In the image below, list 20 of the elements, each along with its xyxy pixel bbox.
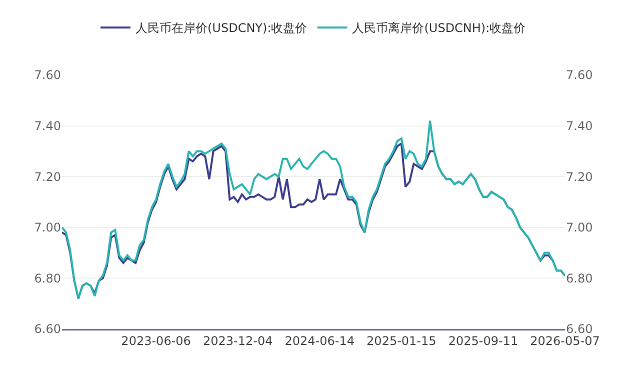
y-tick-label: 7.60 (34, 68, 61, 82)
y2-tick-label: 6.80 (566, 271, 593, 286)
y-tick-label: 7.40 (34, 119, 61, 133)
x-tick-label: 2023-12-04 (202, 334, 273, 348)
x-tick-label: 2025-01-15 (366, 334, 436, 348)
y2-tick-label: 7.00 (566, 220, 593, 235)
legend-label: 人民币离岸价(USDCNH):收盘价 (352, 21, 526, 36)
y-tick-label: 6.60 (34, 322, 61, 336)
y-tick-label: 7.20 (34, 170, 61, 184)
legend-label: 人民币在岸价(USDCNY):收盘价 (136, 21, 308, 36)
x-tick-label: 2025-09-11 (448, 334, 518, 348)
y-tick-label: 7.00 (34, 220, 61, 235)
x-tick-label: 2026-05-07 (530, 334, 600, 348)
y2-tick-label: 7.20 (566, 170, 593, 184)
y2-tick-label: 7.40 (566, 119, 593, 133)
x-tick-label: 2024-06-14 (284, 334, 355, 348)
x-tick-label: 2023-06-06 (121, 334, 191, 348)
y-tick-label: 6.80 (34, 271, 61, 286)
y2-tick-label: 7.60 (566, 68, 593, 82)
y2-tick-label: 6.60 (566, 322, 593, 336)
